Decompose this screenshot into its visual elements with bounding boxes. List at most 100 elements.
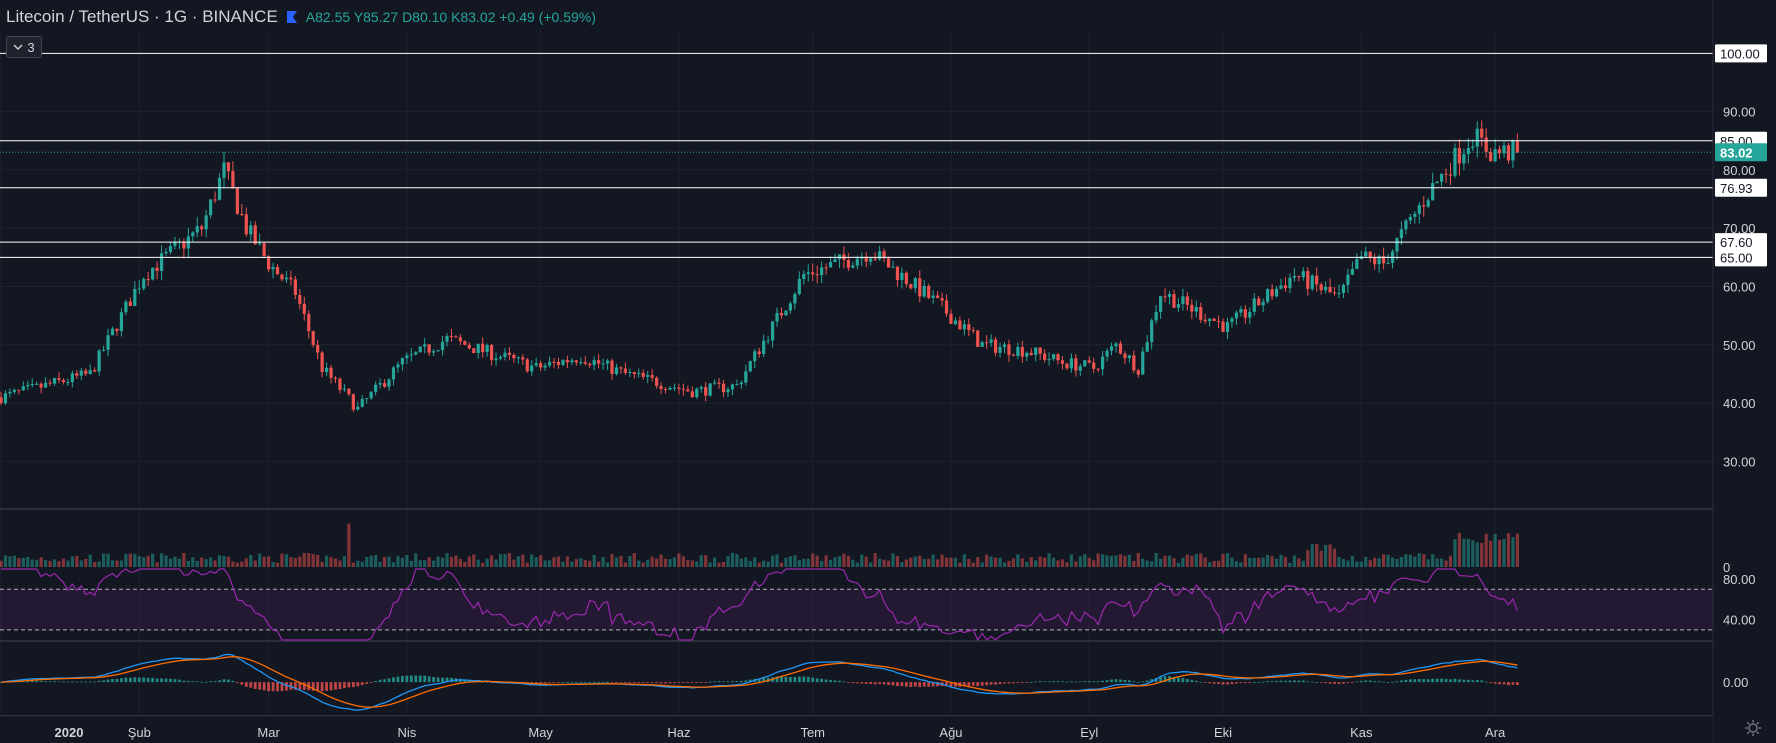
candle-body[interactable] [793,294,797,304]
candle-body[interactable] [449,335,454,337]
candle-body[interactable] [1145,342,1149,352]
candle-body[interactable] [378,383,382,385]
candle-body[interactable] [66,381,70,383]
candle-body[interactable] [142,279,146,289]
candle-body[interactable] [748,361,752,372]
candle-body[interactable] [1448,174,1453,176]
candle-body[interactable] [1279,285,1283,289]
candle-body[interactable] [713,382,717,384]
candle-body[interactable] [485,345,489,353]
candle-body[interactable] [605,360,610,364]
candle-body[interactable] [191,232,195,237]
candle-body[interactable] [913,278,917,289]
candle-body[interactable] [1043,353,1047,360]
candle-body[interactable] [953,320,958,324]
candle-body[interactable] [26,385,30,387]
candle-body[interactable] [775,312,779,322]
candle-body[interactable] [1270,289,1274,297]
candle-body[interactable] [1377,256,1381,265]
candle-body[interactable] [1150,320,1154,343]
candle-body[interactable] [356,406,360,410]
candle-body[interactable] [1404,220,1408,230]
candle-body[interactable] [338,378,342,390]
candle-body[interactable] [1029,352,1033,356]
candle-body[interactable] [797,279,801,295]
rsi-line[interactable] [1,568,1518,642]
candle-body[interactable] [1096,368,1100,370]
candle-body[interactable] [182,241,186,249]
candle-body[interactable] [374,384,378,392]
candle-body[interactable] [1047,359,1051,361]
candle-body[interactable] [1395,238,1399,252]
candle-body[interactable] [1065,363,1069,369]
candle-body[interactable] [164,251,168,254]
candle-body[interactable] [1332,292,1337,294]
candle-body[interactable] [155,267,159,271]
candle-body[interactable] [1497,149,1502,154]
candle-body[interactable] [498,357,503,359]
candle-body[interactable] [1288,277,1292,289]
candle-body[interactable] [904,272,908,285]
candle-body[interactable] [909,284,913,289]
candle-body[interactable] [481,343,485,353]
candle-body[interactable] [35,383,39,385]
candle-body[interactable] [320,352,324,373]
candle-body[interactable] [1475,128,1479,147]
candle-body[interactable] [97,350,101,372]
candle-body[interactable] [663,388,668,390]
candle-body[interactable] [298,294,302,304]
candle-body[interactable] [427,344,431,353]
candle-body[interactable] [267,256,271,270]
candle-body[interactable] [387,379,391,387]
candle-body[interactable] [802,273,806,280]
candle-body[interactable] [1444,173,1448,175]
candle-body[interactable] [159,253,164,271]
candle-body[interactable] [699,387,703,389]
candle-body[interactable] [79,370,83,376]
candle-body[interactable] [1457,148,1462,164]
candle-body[interactable] [507,352,512,355]
candle-body[interactable] [1087,360,1091,363]
candle-body[interactable] [766,340,770,342]
candle-body[interactable] [762,340,766,355]
candle-body[interactable] [454,336,458,338]
candle-body[interactable] [409,354,413,356]
candle-body[interactable] [70,373,74,382]
candle-body[interactable] [418,346,422,353]
candle-body[interactable] [878,251,882,260]
candle-body[interactable] [1462,154,1466,164]
candle-body[interactable] [432,351,436,353]
price-scale[interactable] [1713,0,1776,743]
candle-body[interactable] [1083,360,1087,367]
candle-body[interactable] [30,383,34,386]
candle-body[interactable] [1092,362,1096,369]
candle-body[interactable] [730,384,735,390]
candle-body[interactable] [57,378,61,380]
candle-body[interactable] [846,259,850,268]
candle-body[interactable] [391,367,396,380]
candle-body[interactable] [253,225,257,245]
candle-body[interactable] [1252,298,1256,312]
candle-body[interactable] [204,215,208,230]
candle-body[interactable] [1051,354,1056,360]
candle-body[interactable] [927,285,931,298]
candle-body[interactable] [88,370,92,374]
candle-body[interactable] [1181,296,1185,305]
candle-body[interactable] [124,301,128,313]
candle-body[interactable] [1118,343,1123,354]
time-axis[interactable] [0,716,1713,743]
candle-body[interactable] [851,265,855,268]
candle-body[interactable] [976,330,980,347]
candle-body[interactable] [48,382,52,384]
candle-body[interactable] [52,378,57,384]
candle-body[interactable] [770,321,775,341]
candle-body[interactable] [547,361,552,366]
candle-body[interactable] [133,288,137,307]
candle-body[interactable] [998,346,1002,353]
candle-body[interactable] [512,354,516,359]
candle-body[interactable] [222,162,226,178]
candle-body[interactable] [1319,284,1323,291]
candle-body[interactable] [1208,318,1212,322]
candle-body[interactable] [619,367,623,369]
